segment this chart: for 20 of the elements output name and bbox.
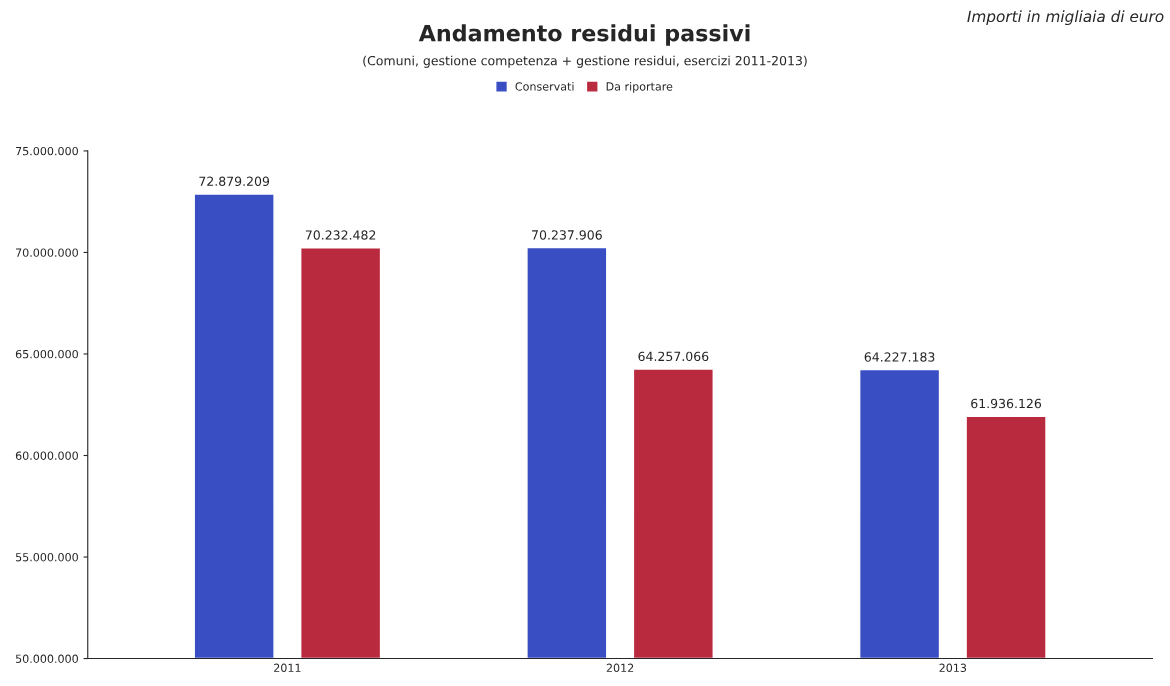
text: Importi in migliaia di euro	[967, 10, 1164, 26]
data-label: 64.257.066	[638, 351, 709, 362]
y-tick-label: 75.000.000	[16, 146, 78, 156]
y-tick-label: 60.000.000	[15, 451, 78, 460]
legend-label: Da riportare	[606, 82, 673, 93]
y-tick-label: 55.000.000	[15, 553, 78, 562]
chart-subtitle: (Comuni, gestione competenza + gestione residui, esercizi 2011-2013)	[363, 55, 807, 68]
x-tick-label: 2013	[939, 663, 967, 673]
chart-title: Andamento residui passivi	[418, 24, 750, 46]
x-tick-label: 2011	[274, 663, 301, 673]
data-label: 70.232.482	[305, 230, 376, 240]
legend-label: Conservati	[515, 82, 574, 91]
y-tick-label: 65.000.000	[15, 349, 78, 359]
y-tick-label: 50.000.000	[15, 654, 78, 663]
data-label: 64.227.183	[864, 352, 935, 362]
data-label: 70.237.906	[532, 230, 602, 240]
data-label: 72.879.209	[199, 176, 270, 187]
data-label: 61.936.126	[971, 398, 1042, 409]
x-tick-label: 2012	[606, 663, 634, 673]
y-tick-label: 70.000.000	[16, 248, 78, 257]
